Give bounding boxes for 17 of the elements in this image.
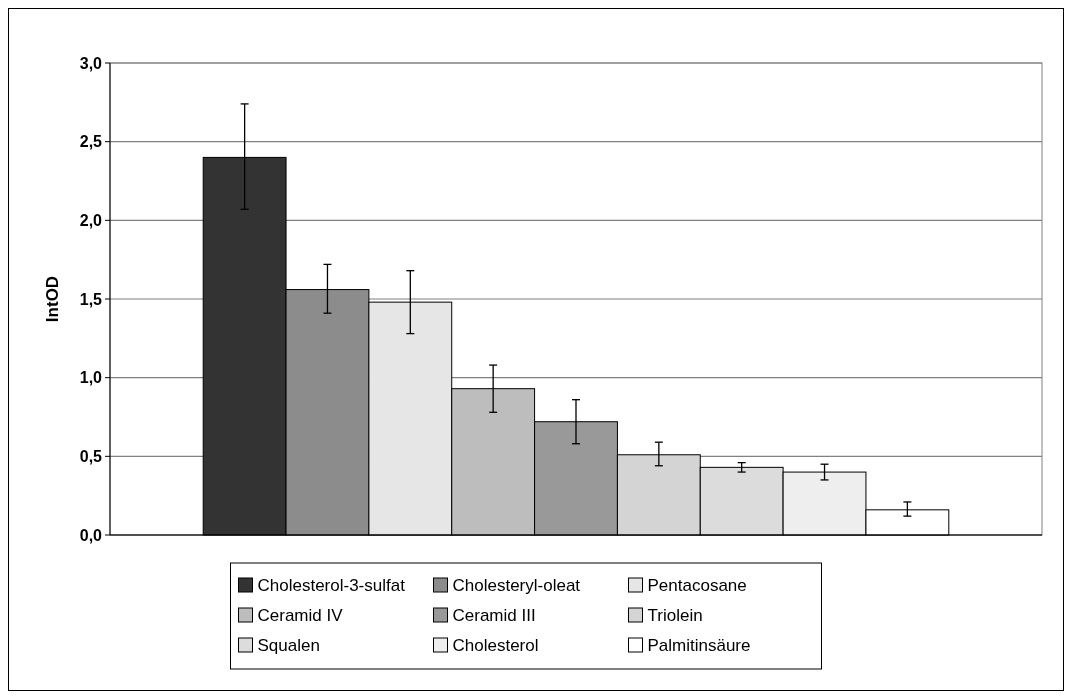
- legend-label: Pentacosane: [647, 576, 747, 595]
- legend-label: Palmitinsäure: [647, 636, 751, 655]
- legend-label: Cholesteryl-oleat: [452, 576, 581, 595]
- legend-label: Triolein: [647, 606, 703, 625]
- y-tick-label: 1,5: [79, 290, 103, 308]
- legend-label: Cholesterol-3-sulfat: [257, 576, 406, 595]
- legend-label: Squalen: [257, 636, 320, 655]
- legend-label: Cholesterol: [452, 636, 539, 655]
- y-tick-label: 2,0: [79, 211, 103, 229]
- y-tick-label: 0,0: [79, 526, 103, 544]
- legend-label: Ceramid IV: [257, 606, 344, 625]
- legend-label: Ceramid III: [452, 606, 536, 625]
- y-tick-label: 2,5: [79, 133, 103, 151]
- y-tick-label: 3,0: [79, 54, 103, 72]
- y-tick-label: 1,0: [79, 369, 103, 387]
- y-tick-label: 0,5: [79, 447, 103, 465]
- y-axis-title: IntOD: [43, 275, 62, 323]
